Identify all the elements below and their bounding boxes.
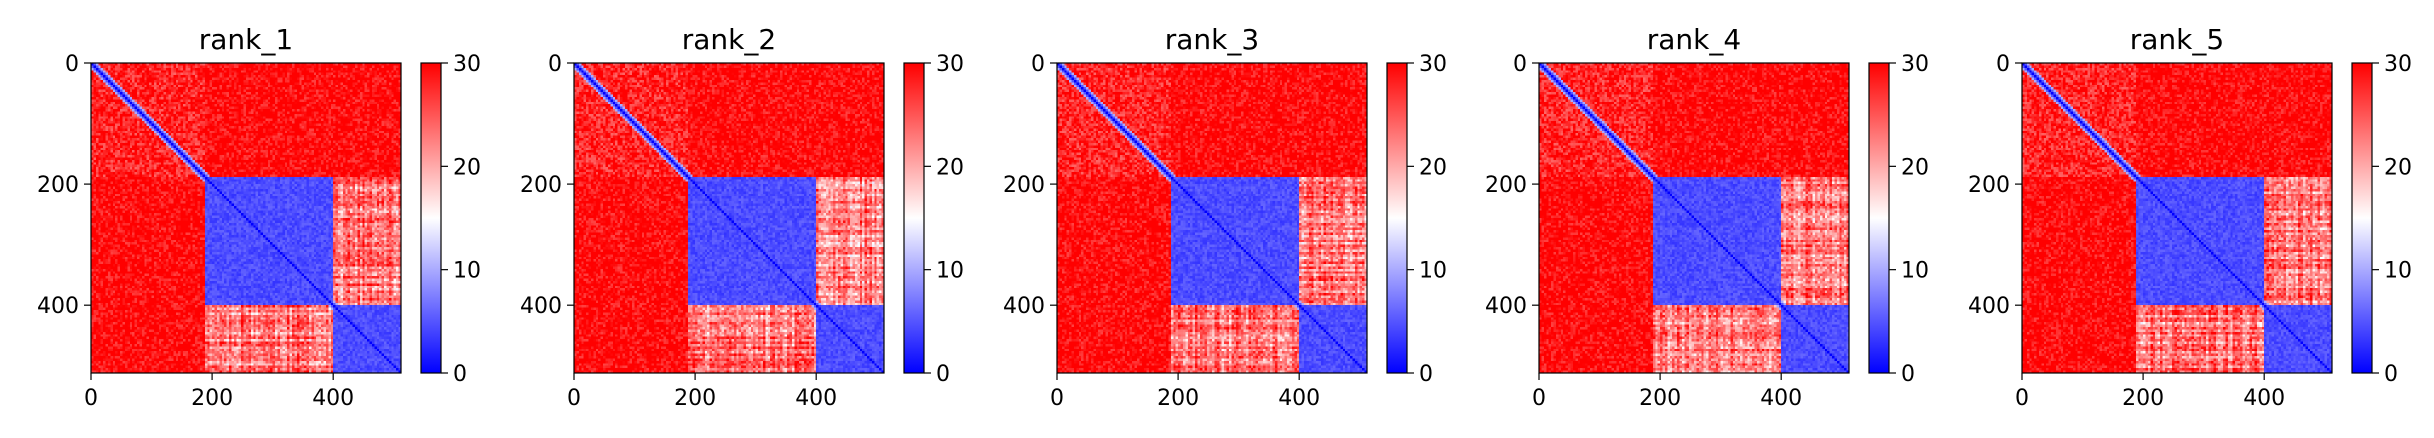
colorbar-tick-label: 20	[936, 155, 964, 180]
colorbar-tick-label: 10	[453, 259, 481, 284]
heatmap-image	[1539, 63, 1849, 373]
colorbar-tick-label: 20	[453, 155, 481, 180]
colorbar-tick-label: 0	[453, 362, 467, 387]
axes-frame	[90, 62, 402, 374]
colorbar-tick-label: 30	[936, 52, 964, 77]
colorbar	[2351, 62, 2373, 374]
y-tick-label: 0	[65, 52, 79, 77]
y-tick-label: 0	[1031, 52, 1045, 77]
chart-title: rank_2	[682, 23, 776, 56]
colorbar	[1386, 62, 1408, 374]
x-tick-label: 400	[1760, 386, 1802, 411]
heatmap-panel-1: rank_1 0 200 400 0 200 400 0 10 20 30	[37, 23, 481, 411]
colorbar-tick-label: 10	[936, 259, 964, 284]
y-tick-label: 400	[1968, 294, 2010, 319]
colorbar-tick-label: 10	[1419, 259, 1447, 284]
axes-frame	[573, 62, 885, 374]
colorbar-tick-label: 0	[936, 362, 950, 387]
x-tick-label: 0	[2015, 386, 2029, 411]
chart-title: rank_1	[199, 23, 293, 56]
colorbar-tick-label: 0	[1419, 362, 1433, 387]
colorbar-tick-label: 30	[2384, 52, 2412, 77]
y-tick-label: 200	[1003, 173, 1045, 198]
colorbar	[1868, 62, 1890, 374]
colorbar-tick-label: 30	[1419, 52, 1447, 77]
x-tick-label: 200	[1157, 386, 1199, 411]
y-tick-label: 200	[1485, 173, 1527, 198]
y-tick-label: 400	[1003, 294, 1045, 319]
y-tick-label: 0	[548, 52, 562, 77]
colorbar-tick-label: 30	[453, 52, 481, 77]
y-tick-label: 400	[520, 294, 562, 319]
axes-frame	[2021, 62, 2333, 374]
colorbar	[420, 62, 442, 374]
y-tick-label: 200	[520, 173, 562, 198]
x-tick-label: 400	[795, 386, 837, 411]
x-tick-label: 0	[567, 386, 581, 411]
axes-frame	[1538, 62, 1850, 374]
colorbar-tick-label: 20	[2384, 155, 2412, 180]
y-tick-label: 200	[37, 173, 79, 198]
y-tick-label: 0	[1996, 52, 2010, 77]
x-tick-label: 200	[674, 386, 716, 411]
x-tick-label: 400	[312, 386, 354, 411]
chart-title: rank_4	[1647, 23, 1741, 56]
colorbar-tick-label: 30	[1901, 52, 1929, 77]
heatmap-panel-5: rank_5 0 200 400 0 200 400 0 10 20 30	[1968, 23, 2412, 411]
x-tick-label: 0	[84, 386, 98, 411]
chart-title: rank_5	[2130, 23, 2224, 56]
heatmap-image	[574, 63, 884, 373]
colorbar	[903, 62, 925, 374]
y-tick-label: 200	[1968, 173, 2010, 198]
heatmap-image	[1057, 63, 1367, 373]
x-tick-label: 400	[2243, 386, 2285, 411]
x-tick-label: 400	[1278, 386, 1320, 411]
colorbar-tick-label: 20	[1901, 155, 1929, 180]
y-tick-label: 0	[1513, 52, 1527, 77]
colorbar-tick-label: 20	[1419, 155, 1447, 180]
colorbar-tick-label: 10	[1901, 259, 1929, 284]
heatmap-image	[2022, 63, 2332, 373]
y-tick-label: 400	[37, 294, 79, 319]
heatmap-panel-3: rank_3 0 200 400 0 200 400 0 10 20 30	[1003, 23, 1447, 411]
heatmap-image	[91, 63, 401, 373]
chart-title: rank_3	[1165, 23, 1259, 56]
colorbar-tick-label: 0	[2384, 362, 2398, 387]
heatmap-panel-2: rank_2 0 200 400 0 200 400 0 10 20 30	[520, 23, 964, 411]
colorbar-tick-label: 0	[1901, 362, 1915, 387]
x-tick-label: 200	[1639, 386, 1681, 411]
y-tick-label: 400	[1485, 294, 1527, 319]
x-tick-label: 0	[1532, 386, 1546, 411]
x-tick-label: 0	[1050, 386, 1064, 411]
x-tick-label: 200	[2122, 386, 2164, 411]
heatmap-panel-4: rank_4 0 200 400 0 200 400 0 10 20 30	[1485, 23, 1929, 411]
x-tick-label: 200	[191, 386, 233, 411]
colorbar-tick-label: 10	[2384, 259, 2412, 284]
axes-frame	[1056, 62, 1368, 374]
